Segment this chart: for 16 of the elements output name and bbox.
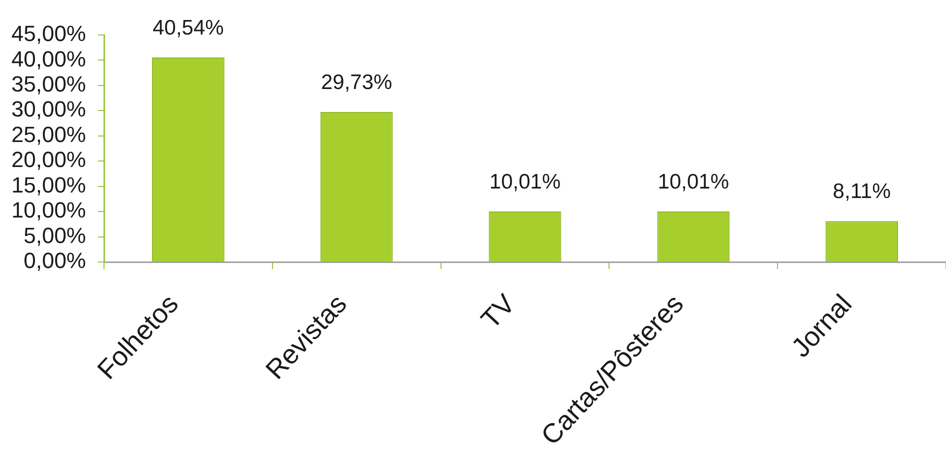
data-label: 40,54% (152, 16, 224, 40)
y-tick-label: 20,00% (11, 147, 86, 172)
y-tick-label: 10,00% (11, 198, 86, 223)
data-label: 29,73% (320, 71, 392, 94)
y-tick-label: 25,00% (11, 122, 86, 147)
y-tick-label: 15,00% (11, 172, 86, 198)
data-label: 10,01% (489, 170, 561, 194)
data-label: 10,01% (658, 170, 730, 194)
y-tick-label: 0,00% (24, 248, 86, 274)
y-tick-label: 35,00% (11, 72, 86, 97)
x-tick-label: TV (475, 288, 521, 334)
data-label: 8,11% (832, 180, 891, 204)
y-tick-label: 30,00% (11, 96, 86, 122)
y-tick-label: 45,00% (11, 21, 86, 46)
y-tick-label: 5,00% (24, 222, 86, 248)
y-tick-label: 40,00% (11, 46, 86, 72)
